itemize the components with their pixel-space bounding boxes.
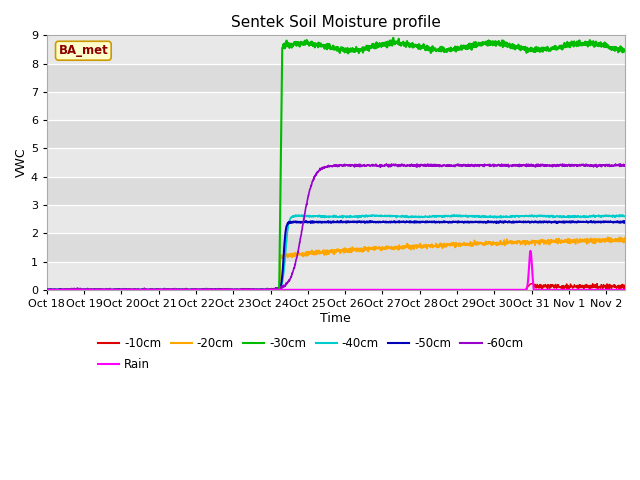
- Bar: [47, 36, 625, 64]
- Bar: [47, 92, 625, 120]
- Bar: [47, 177, 625, 205]
- Bar: [47, 262, 625, 290]
- Bar: [47, 233, 625, 262]
- Bar: [47, 64, 625, 92]
- Title: Sentek Soil Moisture profile: Sentek Soil Moisture profile: [231, 15, 441, 30]
- Legend: Rain: Rain: [93, 353, 155, 375]
- Bar: [47, 148, 625, 177]
- Y-axis label: VWC: VWC: [15, 148, 28, 178]
- X-axis label: Time: Time: [321, 312, 351, 324]
- Bar: [47, 120, 625, 148]
- Bar: [47, 205, 625, 233]
- Text: BA_met: BA_met: [58, 44, 108, 57]
